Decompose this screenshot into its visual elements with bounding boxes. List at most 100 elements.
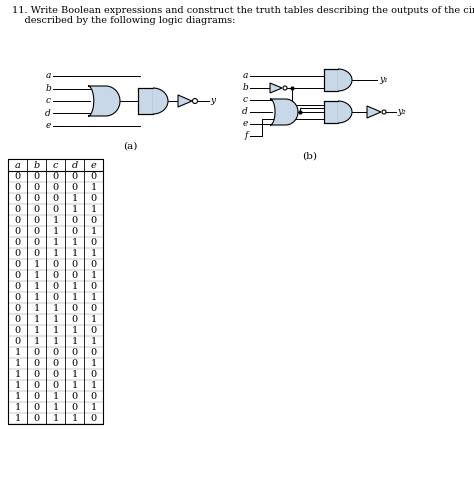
Text: 0: 0 <box>14 293 20 302</box>
Text: 0: 0 <box>72 304 78 313</box>
Text: 1: 1 <box>91 315 97 324</box>
Text: 0: 0 <box>53 370 59 379</box>
Text: 1: 1 <box>52 337 59 346</box>
Text: 0: 0 <box>53 260 59 269</box>
Text: 0: 0 <box>14 282 20 291</box>
Text: 1: 1 <box>33 282 40 291</box>
Text: 0: 0 <box>72 227 78 236</box>
Text: 1: 1 <box>33 326 40 335</box>
Polygon shape <box>324 101 338 123</box>
Text: 0: 0 <box>72 348 78 357</box>
Polygon shape <box>338 69 352 91</box>
Text: 0: 0 <box>72 216 78 225</box>
Text: b: b <box>242 83 248 92</box>
Text: 0: 0 <box>72 392 78 401</box>
Text: 1: 1 <box>72 326 78 335</box>
Text: 0: 0 <box>34 370 39 379</box>
Text: y₁: y₁ <box>379 76 388 84</box>
Text: e: e <box>46 122 51 130</box>
Text: 0: 0 <box>72 315 78 324</box>
Text: described by the following logic diagrams:: described by the following logic diagram… <box>12 16 236 25</box>
Text: 1: 1 <box>72 337 78 346</box>
Text: e: e <box>91 161 96 169</box>
Text: 1: 1 <box>52 326 59 335</box>
Text: 1: 1 <box>91 205 97 214</box>
Text: b: b <box>45 84 51 93</box>
Text: 1: 1 <box>14 370 21 379</box>
Text: 0: 0 <box>34 227 39 236</box>
Polygon shape <box>178 95 192 107</box>
Text: y: y <box>210 96 215 106</box>
Text: 0: 0 <box>14 337 20 346</box>
Text: 1: 1 <box>52 392 59 401</box>
Text: 1: 1 <box>33 271 40 280</box>
Text: 0: 0 <box>91 414 97 423</box>
Text: 0: 0 <box>72 271 78 280</box>
Text: 0: 0 <box>14 315 20 324</box>
Text: a: a <box>15 161 20 169</box>
Text: 0: 0 <box>53 348 59 357</box>
Text: 0: 0 <box>14 216 20 225</box>
Text: 1: 1 <box>72 238 78 247</box>
Text: 0: 0 <box>91 348 97 357</box>
Text: 1: 1 <box>91 249 97 258</box>
Circle shape <box>382 110 386 114</box>
Text: 1: 1 <box>52 304 59 313</box>
Text: 1: 1 <box>91 403 97 412</box>
Text: 1: 1 <box>52 227 59 236</box>
Polygon shape <box>88 86 120 116</box>
Text: 1: 1 <box>91 381 97 390</box>
Text: 1: 1 <box>91 293 97 302</box>
Text: e: e <box>243 120 248 128</box>
Text: 0: 0 <box>34 381 39 390</box>
Text: 0: 0 <box>53 194 59 203</box>
Text: 0: 0 <box>34 172 39 181</box>
Text: 0: 0 <box>53 359 59 368</box>
Text: 1: 1 <box>91 337 97 346</box>
Text: 1: 1 <box>91 271 97 280</box>
Text: 1: 1 <box>14 414 21 423</box>
Text: 0: 0 <box>14 172 20 181</box>
Text: 1: 1 <box>91 227 97 236</box>
Text: 0: 0 <box>91 194 97 203</box>
Text: d: d <box>72 161 78 169</box>
Text: 0: 0 <box>14 205 20 214</box>
Text: 0: 0 <box>53 271 59 280</box>
Circle shape <box>192 98 198 104</box>
Text: 1: 1 <box>91 359 97 368</box>
Text: a: a <box>46 72 51 81</box>
Polygon shape <box>270 83 282 93</box>
Text: 1: 1 <box>52 403 59 412</box>
Text: c: c <box>46 96 51 106</box>
Text: c: c <box>243 95 248 105</box>
Text: 1: 1 <box>52 216 59 225</box>
Text: 1: 1 <box>72 282 78 291</box>
Text: 0: 0 <box>53 183 59 192</box>
Text: 0: 0 <box>34 348 39 357</box>
Text: 0: 0 <box>91 282 97 291</box>
Text: 0: 0 <box>14 249 20 258</box>
Text: 0: 0 <box>72 260 78 269</box>
Polygon shape <box>138 88 153 114</box>
Text: 0: 0 <box>14 304 20 313</box>
Text: 0: 0 <box>91 370 97 379</box>
Text: f: f <box>245 131 248 140</box>
Text: 0: 0 <box>14 227 20 236</box>
Text: 0: 0 <box>72 172 78 181</box>
Polygon shape <box>324 69 338 91</box>
Text: y₂: y₂ <box>397 108 406 117</box>
Text: 0: 0 <box>34 216 39 225</box>
Polygon shape <box>270 99 298 125</box>
Text: 0: 0 <box>34 249 39 258</box>
Text: 0: 0 <box>72 403 78 412</box>
Bar <box>8 159 103 424</box>
Text: 1: 1 <box>14 359 21 368</box>
Text: 1: 1 <box>52 249 59 258</box>
Text: 1: 1 <box>33 337 40 346</box>
Text: 1: 1 <box>72 370 78 379</box>
Text: 1: 1 <box>52 315 59 324</box>
Text: 1: 1 <box>14 381 21 390</box>
Text: 1: 1 <box>14 392 21 401</box>
Text: 1: 1 <box>33 304 40 313</box>
Text: 0: 0 <box>91 216 97 225</box>
